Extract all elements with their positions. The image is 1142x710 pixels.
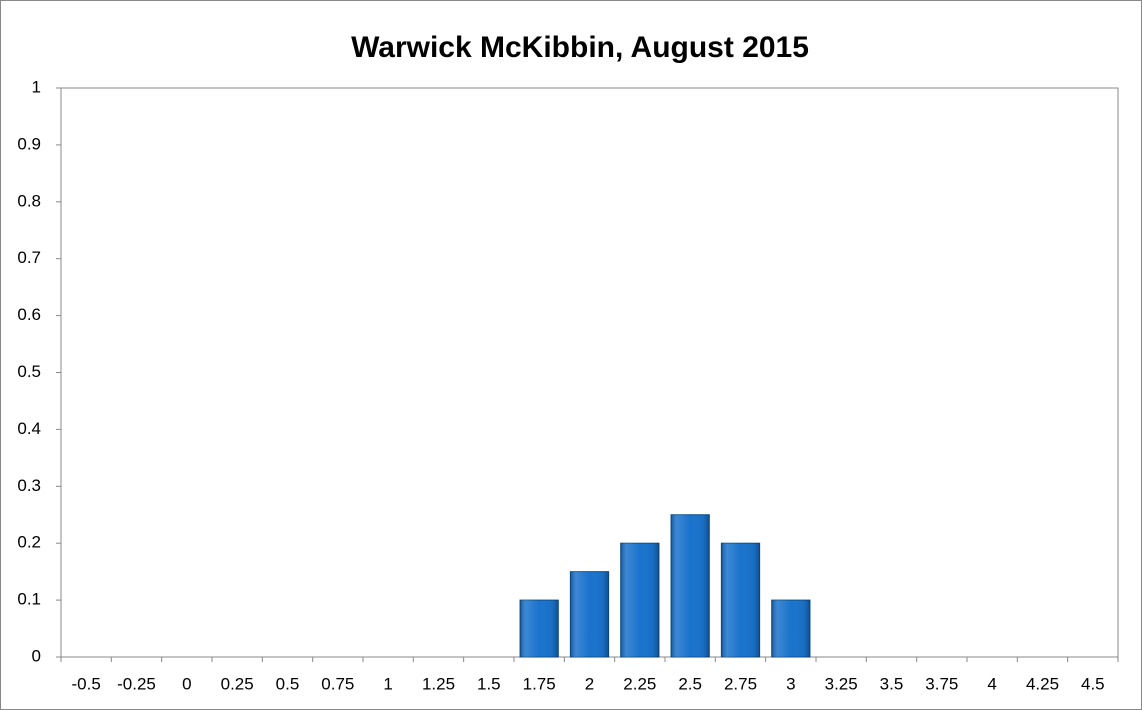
bar-shade [520,600,559,657]
bar-shade [721,543,760,657]
y-tick-label: 0.3 [17,476,41,495]
x-tick-label: 2.5 [678,674,702,693]
y-tick-label: 0.9 [17,134,41,153]
bar-shade [570,571,609,657]
y-tick-label: 0.7 [17,248,41,267]
x-tick-label: 2 [585,674,594,693]
x-tick-label: 2.25 [623,674,656,693]
x-tick-label: 3.75 [925,674,958,693]
x-tick-label: 4.5 [1081,674,1105,693]
y-tick-label: 0.5 [17,362,41,381]
y-tick-label: 0.2 [17,533,41,552]
y-tick-label: 0.6 [17,305,41,324]
x-tick-label: 3 [786,674,795,693]
y-tick-label: 0 [32,646,41,665]
x-tick-label: 0.75 [321,674,354,693]
x-tick-label: 4.25 [1026,674,1059,693]
chart-title: Warwick McKibbin, August 2015 [351,31,809,64]
x-tick-label: 1.5 [477,674,501,693]
x-tick-label: 3.5 [880,674,904,693]
x-tick-label: 3.25 [825,674,858,693]
x-tick-label: 2.75 [724,674,757,693]
bar-shade [620,543,659,657]
x-tick-label: 0.25 [221,674,254,693]
x-tick-label: 0.5 [276,674,300,693]
x-tick-label: 1.25 [422,674,455,693]
y-tick-label: 0.1 [17,590,41,609]
x-tick-label: 4 [987,674,996,693]
x-tick-label: 0 [182,674,191,693]
x-tick-label: -0.25 [117,674,156,693]
x-tick-label: -0.5 [72,674,101,693]
y-tick-label: 1 [32,77,41,96]
x-tick-label: 1 [383,674,392,693]
bar-shade [671,514,710,657]
y-tick-label: 0.4 [17,419,41,438]
x-tick-label: 1.75 [523,674,556,693]
y-tick-label: 0.8 [17,191,41,210]
bar-shade [771,600,810,657]
